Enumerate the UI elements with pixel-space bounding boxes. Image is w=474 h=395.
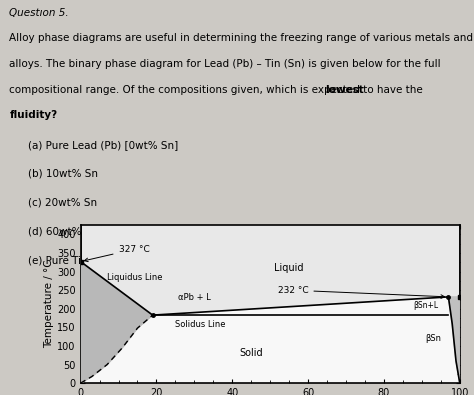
Text: 232 °C: 232 °C [278,286,445,298]
Text: (b) 10wt% Sn: (b) 10wt% Sn [27,169,98,179]
Text: Solidus Line: Solidus Line [175,320,226,329]
Text: Liquidus Line: Liquidus Line [107,273,163,282]
Text: βSn+L: βSn+L [413,301,438,310]
Text: alloys. The binary phase diagram for Lead (Pb) – Tin (Sn) is given below for the: alloys. The binary phase diagram for Lea… [9,59,441,69]
Text: (c) 20wt% Sn: (c) 20wt% Sn [27,198,97,208]
Text: (d) 60wt% Sn: (d) 60wt% Sn [27,227,98,237]
Text: Solid: Solid [239,348,263,358]
Text: αPb: αPb [91,301,108,310]
Text: Questıon 5.: Questıon 5. [9,8,69,18]
Polygon shape [448,297,460,383]
Polygon shape [81,261,153,383]
Y-axis label: Temperature / °C: Temperature / °C [44,260,55,348]
Text: Alloy phase diagrams are useful in determining the freezing range of various met: Alloy phase diagrams are useful in deter… [9,34,474,43]
Text: lowest: lowest [325,85,364,95]
Text: compositional range. Of the compositions given, which is expected to have the: compositional range. Of the compositions… [9,85,427,95]
Polygon shape [81,225,460,383]
Polygon shape [81,225,460,315]
Text: αPb + L: αPb + L [178,293,211,302]
Polygon shape [81,261,153,383]
Text: Liquid: Liquid [274,263,304,273]
Text: fluidity?: fluidity? [9,110,58,120]
Text: (a) Pure Lead (Pb) [0wt% Sn]: (a) Pure Lead (Pb) [0wt% Sn] [27,140,178,150]
Text: βSn: βSn [426,334,442,343]
Text: (e) Pure Tin (Sn) [100wt% Sn]: (e) Pure Tin (Sn) [100wt% Sn] [27,255,182,265]
Text: 327 °C: 327 °C [84,245,149,261]
